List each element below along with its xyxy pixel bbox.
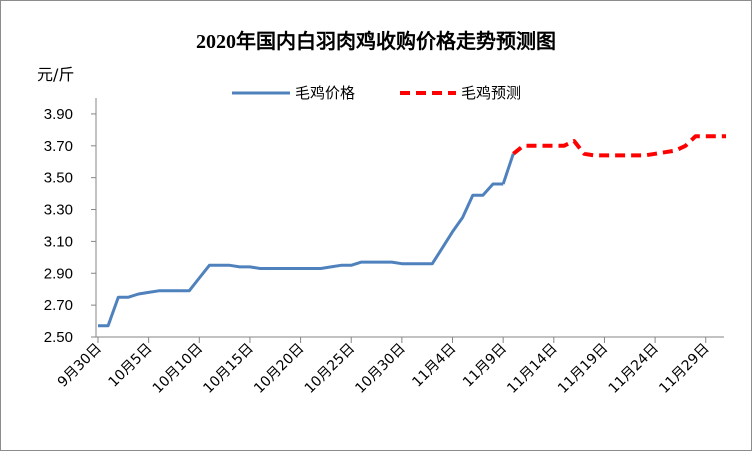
x-tick-label: 11月4日 (409, 341, 459, 391)
x-tick-labels: 9月30日 10月5日10月10日10月15日10月20日10月25日10月30日… (55, 341, 713, 397)
y-tick-label: 2.50 (44, 329, 73, 346)
y-tick-label: 3.90 (44, 106, 73, 123)
y-tick-label: 3.50 (44, 170, 73, 187)
x-tick-label: 11月24日 (606, 341, 662, 397)
x-tick-label: 11月14日 (504, 341, 560, 397)
axes (91, 98, 724, 343)
series-line-price (98, 182, 504, 328)
y-tick-label: 2.70 (44, 297, 73, 314)
x-tick-label: 11月9日 (460, 341, 510, 391)
x-tick-label: 11月19日 (555, 341, 611, 397)
x-tick-label: 10月10日 (150, 341, 206, 397)
y-tick-label: 3.30 (44, 202, 73, 219)
legend-label-price: 毛鸡价格 (295, 84, 355, 102)
x-tick-label: 10月30日 (352, 341, 408, 397)
y-axis-unit: 元/斤 (37, 65, 74, 84)
y-tick-label: 3.10 (44, 233, 73, 250)
x-tick-label: 11月29日 (656, 341, 712, 397)
x-tick-label: 10月25日 (302, 341, 358, 397)
x-tick-label: 9月30日 (55, 341, 105, 391)
legend-label-forecast: 毛鸡预测 (461, 84, 521, 102)
series-connector (501, 153, 515, 185)
chart-title: 2020年国内白羽肉鸡收购价格走势预测图 (196, 29, 556, 53)
series-line-forecast (512, 134, 726, 158)
x-tick-label: 10月15日 (200, 341, 256, 397)
y-tick-labels: 2.50 2.70 2.90 3.10 3.30 3.50 3.70 3.90 (44, 106, 73, 346)
x-tick-label: 10月5日 (105, 341, 155, 391)
y-tick-label: 3.70 (44, 138, 73, 155)
y-tick-label: 2.90 (44, 265, 73, 282)
x-tick-label: 10月20日 (251, 341, 307, 397)
series-lines (98, 134, 726, 328)
legend: 毛鸡价格 毛鸡预测 (232, 84, 521, 102)
